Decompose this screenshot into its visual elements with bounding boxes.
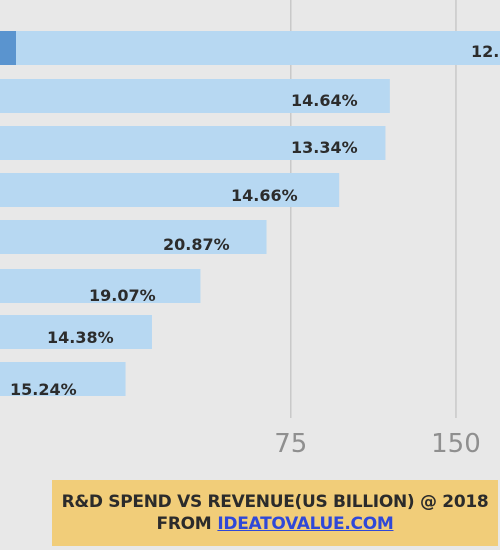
bar-label-2: 14.64% bbox=[291, 91, 358, 110]
bar-label-4: 14.66% bbox=[231, 186, 298, 205]
source-banner: R&D SPEND VS REVENUE(US BILLION) @ 2018 … bbox=[52, 480, 498, 546]
bar-6 bbox=[0, 269, 201, 303]
bar-8 bbox=[0, 362, 126, 396]
x-tick-label-75: 75 bbox=[274, 429, 307, 459]
source-link[interactable]: IDEATOVALUE.COM bbox=[217, 514, 394, 534]
x-tick-label-150: 150 bbox=[431, 429, 481, 459]
bar-label-8: 15.24% bbox=[10, 380, 77, 399]
bar-label-6: 19.07% bbox=[89, 286, 156, 305]
bar-5 bbox=[0, 220, 267, 254]
banner-title: R&D SPEND VS REVENUE(US BILLION) @ 2018 bbox=[61, 492, 489, 512]
bar-7 bbox=[0, 315, 152, 349]
bar-label-3: 13.34% bbox=[291, 138, 358, 157]
bar-2 bbox=[0, 79, 390, 113]
banner-from-label: FROM bbox=[156, 514, 212, 534]
bar-label-5: 20.87% bbox=[163, 235, 230, 254]
banner-source-line: FROM IDEATOVALUE.COM bbox=[157, 513, 394, 535]
bar-1-highlight-segment bbox=[0, 31, 16, 65]
bar-label-1: 12. bbox=[471, 42, 499, 61]
bar-1 bbox=[0, 31, 500, 65]
bar-label-7: 14.38% bbox=[47, 328, 114, 347]
bar-3 bbox=[0, 126, 386, 160]
bar-4 bbox=[0, 173, 340, 207]
